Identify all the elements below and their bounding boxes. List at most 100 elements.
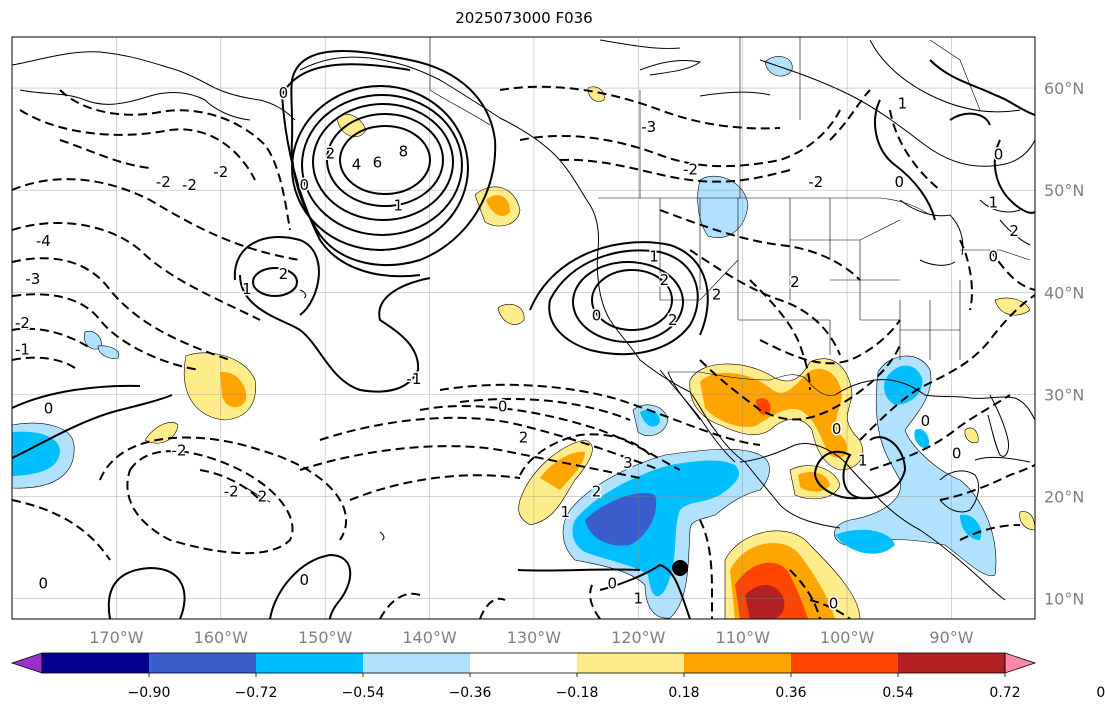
contour-label-27: 0: [39, 574, 49, 592]
longitude-labels: 170°W 160°W 150°W 140°W 130°W 120°W 110°W 100°W…: [89, 628, 974, 647]
marker-layer: [672, 559, 689, 576]
colorbar-segment-6: [577, 653, 685, 673]
contour-label-9: -4: [36, 232, 51, 250]
colorbar-segment-9: [898, 653, 1006, 673]
dashed-contours: [12, 85, 1035, 619]
mexico-coast: [739, 443, 1006, 601]
colorbar-segment-0: [10, 652, 43, 674]
contour-label-32: 2: [660, 271, 670, 289]
contour-label-22: 2: [519, 428, 529, 446]
location-marker: [672, 559, 689, 576]
colorbar-tick-label-1: −0.72: [235, 685, 278, 701]
lon-tick-label-8: 90°W: [929, 628, 973, 647]
lon-tick-label-6: 110°W: [716, 628, 771, 647]
contour-label-8: -2: [156, 173, 171, 191]
contour-label-30: 0: [592, 307, 602, 325]
latitude-labels: 60°N 50°N 40°N 30°N 20°N 10°N: [1044, 79, 1084, 609]
colorbar-tick-label-8: 0.72: [989, 685, 1020, 701]
contour-label-0: 8: [399, 142, 409, 160]
contour-label-2: 4: [352, 156, 362, 174]
lat-tick-label-0: 60°N: [1044, 79, 1084, 98]
contour-label-39: 1: [858, 452, 868, 470]
contour-label-1: 6: [373, 154, 383, 172]
contour-label-15: -2: [224, 482, 239, 500]
colorbar-segment-8: [791, 653, 899, 673]
lon-tick-label-0: 170°W: [89, 628, 144, 647]
map-frame: [11, 36, 1036, 620]
colorbar-labels: −0.90 −0.72 −0.54 −0.36 −0.18 0.18 0.36 0.54 0.7…: [128, 673, 1105, 701]
contour-label-5: 0: [279, 84, 289, 102]
gulf-coast: [834, 379, 1035, 421]
contour-label-38: 0: [832, 420, 842, 438]
lon-tick-label-3: 140°W: [402, 628, 457, 647]
yucatan: [939, 470, 980, 513]
shade-cyan-west: [12, 431, 60, 476]
contour-label-26: 0: [300, 571, 310, 589]
contour-label-33: 2: [668, 311, 678, 329]
contour-label-34: 2: [712, 285, 722, 303]
contour-label-18: 1: [242, 280, 252, 298]
solid-1-loop: [239, 274, 431, 393]
contour-label-19: 1: [393, 196, 403, 214]
colorbar-segment-2: [149, 653, 257, 673]
lat-tick-label-2: 40°N: [1044, 283, 1084, 302]
contour-label-23: 3: [623, 454, 633, 472]
colorbar-tick-label-9: 0.90: [1096, 685, 1105, 701]
lon-tick-label-1: 160°W: [194, 628, 249, 647]
alaska-border: [429, 37, 491, 126]
colorbar-segment-1: [42, 653, 150, 673]
baja-coast: [659, 369, 736, 463]
gridlines: [12, 37, 1035, 619]
colorbar-tick-label-2: −0.54: [342, 685, 385, 701]
contour-label-17: 2: [279, 265, 289, 283]
contour-label-6: -2: [213, 163, 228, 181]
colorbar-segment-10: [1004, 652, 1037, 674]
contour-lines: [12, 50, 1035, 619]
colorbar-segment-7: [684, 653, 792, 673]
contour-label-31: 1: [649, 248, 659, 266]
contour-label-42: 0: [952, 445, 962, 463]
lon-tick-label-7: 100°W: [820, 628, 875, 647]
contour-label-12: -1: [15, 340, 30, 358]
contour-label-25: 1: [560, 503, 570, 521]
contour-label-10: -3: [25, 270, 40, 288]
contour-label-16: 2: [258, 487, 268, 505]
contour-label-48: 2: [1009, 222, 1019, 240]
contour-label-24: 2: [592, 482, 602, 500]
florida: [987, 394, 1009, 457]
contour-label-14: -2: [172, 442, 187, 460]
shade-blue-east: [834, 355, 997, 577]
lon-tick-label-4: 130°W: [507, 628, 562, 647]
colorbar-segment-3: [256, 653, 364, 673]
us-mexico-border: [668, 371, 836, 396]
contour-label-28: 0: [607, 574, 617, 592]
colorbar-tick-label-4: −0.18: [556, 685, 599, 701]
contour-label-37: 2: [790, 273, 800, 291]
map-title: 2025073000 F036: [455, 9, 593, 27]
lat-tick-label-1: 50°N: [1044, 181, 1084, 200]
contour-label-21: 0: [498, 398, 508, 416]
contour-label-40: 0: [921, 412, 931, 430]
colorbar-tick-label-0: −0.90: [128, 685, 171, 701]
lat-tick-label-5: 10°N: [1044, 590, 1084, 609]
colorbar-tick-label-3: −0.36: [449, 685, 492, 701]
colorbar-segment-4: [363, 653, 471, 673]
contour-label-3: 2: [326, 144, 336, 162]
contour-label-35: -3: [641, 118, 656, 136]
contour-label-49: 0: [988, 248, 998, 266]
political-borders: [429, 37, 1031, 396]
contour-label-47: 1: [988, 193, 998, 211]
contour-label-11: -2: [15, 314, 30, 332]
lat-tick-label-3: 30°N: [1044, 385, 1084, 404]
us-canada-border: [598, 197, 931, 216]
contour-label-44: 0: [895, 173, 905, 191]
colorbar-tick-label-5: 0.18: [668, 685, 699, 701]
lon-tick-label-5: 120°W: [611, 628, 666, 647]
colorbar: [10, 652, 1037, 674]
contour-label-7: -2: [182, 176, 197, 194]
contour-label-20: -1: [406, 370, 421, 388]
colorbar-frame: [41, 652, 1006, 674]
lat-tick-label-4: 20°N: [1044, 487, 1084, 506]
